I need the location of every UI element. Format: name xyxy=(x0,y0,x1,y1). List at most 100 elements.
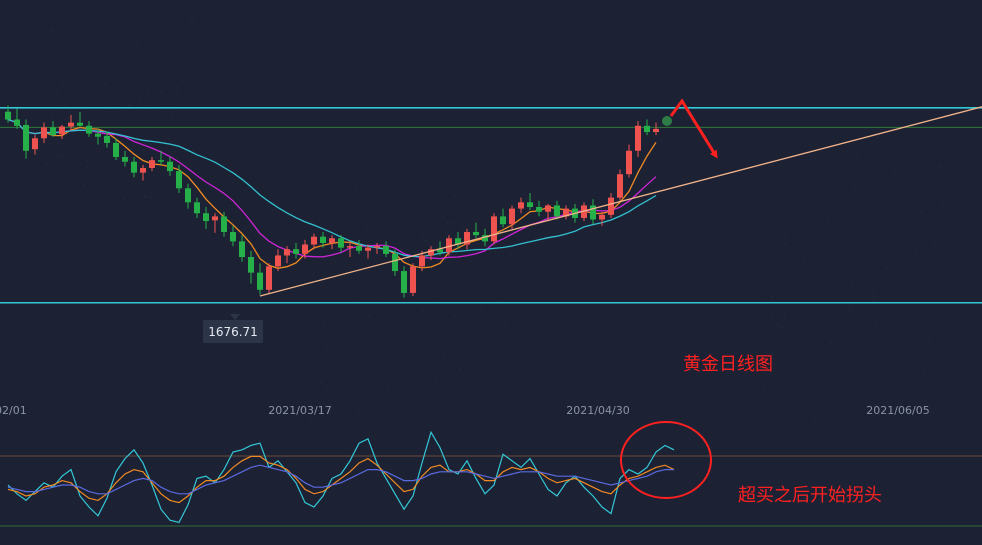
texture-dot xyxy=(471,396,474,399)
candle-body xyxy=(527,202,533,208)
texture-dot xyxy=(119,75,122,78)
texture-dot xyxy=(468,415,471,418)
texture-dot xyxy=(192,20,195,23)
texture-dot xyxy=(51,30,54,33)
texture-dot xyxy=(899,406,902,410)
texture-dot xyxy=(881,158,884,162)
texture-dot xyxy=(911,150,914,153)
texture-dot xyxy=(49,155,52,158)
texture-dot xyxy=(340,223,343,226)
oscillator-lines xyxy=(7,430,675,524)
texture-dot xyxy=(941,226,944,229)
background-map-texture xyxy=(45,19,954,421)
candle-body xyxy=(23,124,29,151)
texture-dot xyxy=(770,164,773,167)
texture-dot xyxy=(927,338,930,341)
candle-body xyxy=(626,150,632,175)
texture-dot xyxy=(826,220,830,224)
texture-dot xyxy=(349,391,352,394)
ma-line-ma20 xyxy=(7,118,657,258)
texture-dot xyxy=(478,184,481,187)
candle-body xyxy=(383,246,389,254)
texture-dot xyxy=(929,376,932,379)
texture-dot xyxy=(478,346,481,349)
texture-dot xyxy=(803,259,806,262)
texture-dot xyxy=(67,108,70,111)
texture-dot xyxy=(100,68,103,72)
texture-dot xyxy=(460,405,463,408)
candle-body xyxy=(635,125,641,151)
texture-dot xyxy=(837,184,840,187)
texture-dot xyxy=(763,384,766,387)
texture-dot xyxy=(367,314,370,318)
texture-dot xyxy=(828,406,831,409)
texture-dot xyxy=(458,367,461,370)
texture-dot xyxy=(819,319,822,322)
texture-dot xyxy=(164,172,167,175)
texture-dot xyxy=(313,398,316,401)
candle-body xyxy=(284,249,290,256)
candle-body xyxy=(563,208,569,217)
texture-dot xyxy=(451,220,454,223)
texture-dot xyxy=(841,188,844,191)
texture-dot xyxy=(923,198,926,201)
texture-dot xyxy=(71,174,74,177)
texture-dot xyxy=(356,271,359,274)
candle-body xyxy=(140,167,146,173)
texture-dot xyxy=(508,184,511,187)
texture-dot xyxy=(118,103,121,106)
x-tick-label: 02/01 xyxy=(0,404,27,417)
texture-dot xyxy=(776,324,779,327)
texture-dot xyxy=(148,94,151,98)
candle-body xyxy=(266,266,272,290)
texture-dot xyxy=(63,103,66,107)
texture-dot xyxy=(503,322,506,325)
texture-dot xyxy=(390,397,393,400)
x-tick-label: 2021/06/05 xyxy=(866,404,929,417)
candle-body xyxy=(599,214,605,220)
texture-dot xyxy=(945,151,948,155)
candlesticks xyxy=(5,105,659,298)
texture-dot xyxy=(807,317,810,320)
texture-dot xyxy=(114,27,117,30)
texture-dot xyxy=(333,385,336,388)
texture-dot xyxy=(813,257,816,260)
texture-dot xyxy=(781,325,784,329)
candle-body xyxy=(491,216,497,242)
texture-dot xyxy=(150,196,153,199)
texture-dot xyxy=(446,221,449,224)
texture-dot xyxy=(355,185,358,188)
candle-body xyxy=(653,128,659,133)
texture-dot xyxy=(773,186,776,189)
candle-body xyxy=(536,207,542,212)
texture-dot xyxy=(480,306,483,309)
candle-body xyxy=(212,216,218,221)
texture-dot xyxy=(390,333,393,336)
texture-dot xyxy=(477,281,480,284)
candle-body xyxy=(302,244,308,254)
texture-dot xyxy=(91,99,94,102)
texture-dot xyxy=(933,240,937,244)
texture-dot xyxy=(147,90,150,93)
candle-body xyxy=(14,119,20,126)
texture-dot xyxy=(933,150,936,153)
texture-dot xyxy=(893,172,897,175)
texture-dot xyxy=(161,24,165,27)
texture-dot xyxy=(947,317,950,320)
candle-body xyxy=(158,160,164,162)
candle-body xyxy=(275,255,281,267)
candle-body xyxy=(608,197,614,215)
texture-dot xyxy=(109,62,112,65)
texture-dot xyxy=(45,96,48,99)
candle-body xyxy=(32,138,38,150)
texture-dot xyxy=(848,304,851,307)
texture-dot xyxy=(510,254,513,257)
candle-body xyxy=(446,238,452,253)
texture-dot xyxy=(442,217,445,220)
texture-dot xyxy=(366,180,370,183)
ascending-trend-line[interactable] xyxy=(259,106,982,297)
candle-body xyxy=(185,188,191,203)
texture-dot xyxy=(772,155,775,158)
texture-dot xyxy=(434,387,437,390)
candle-body xyxy=(167,161,173,172)
